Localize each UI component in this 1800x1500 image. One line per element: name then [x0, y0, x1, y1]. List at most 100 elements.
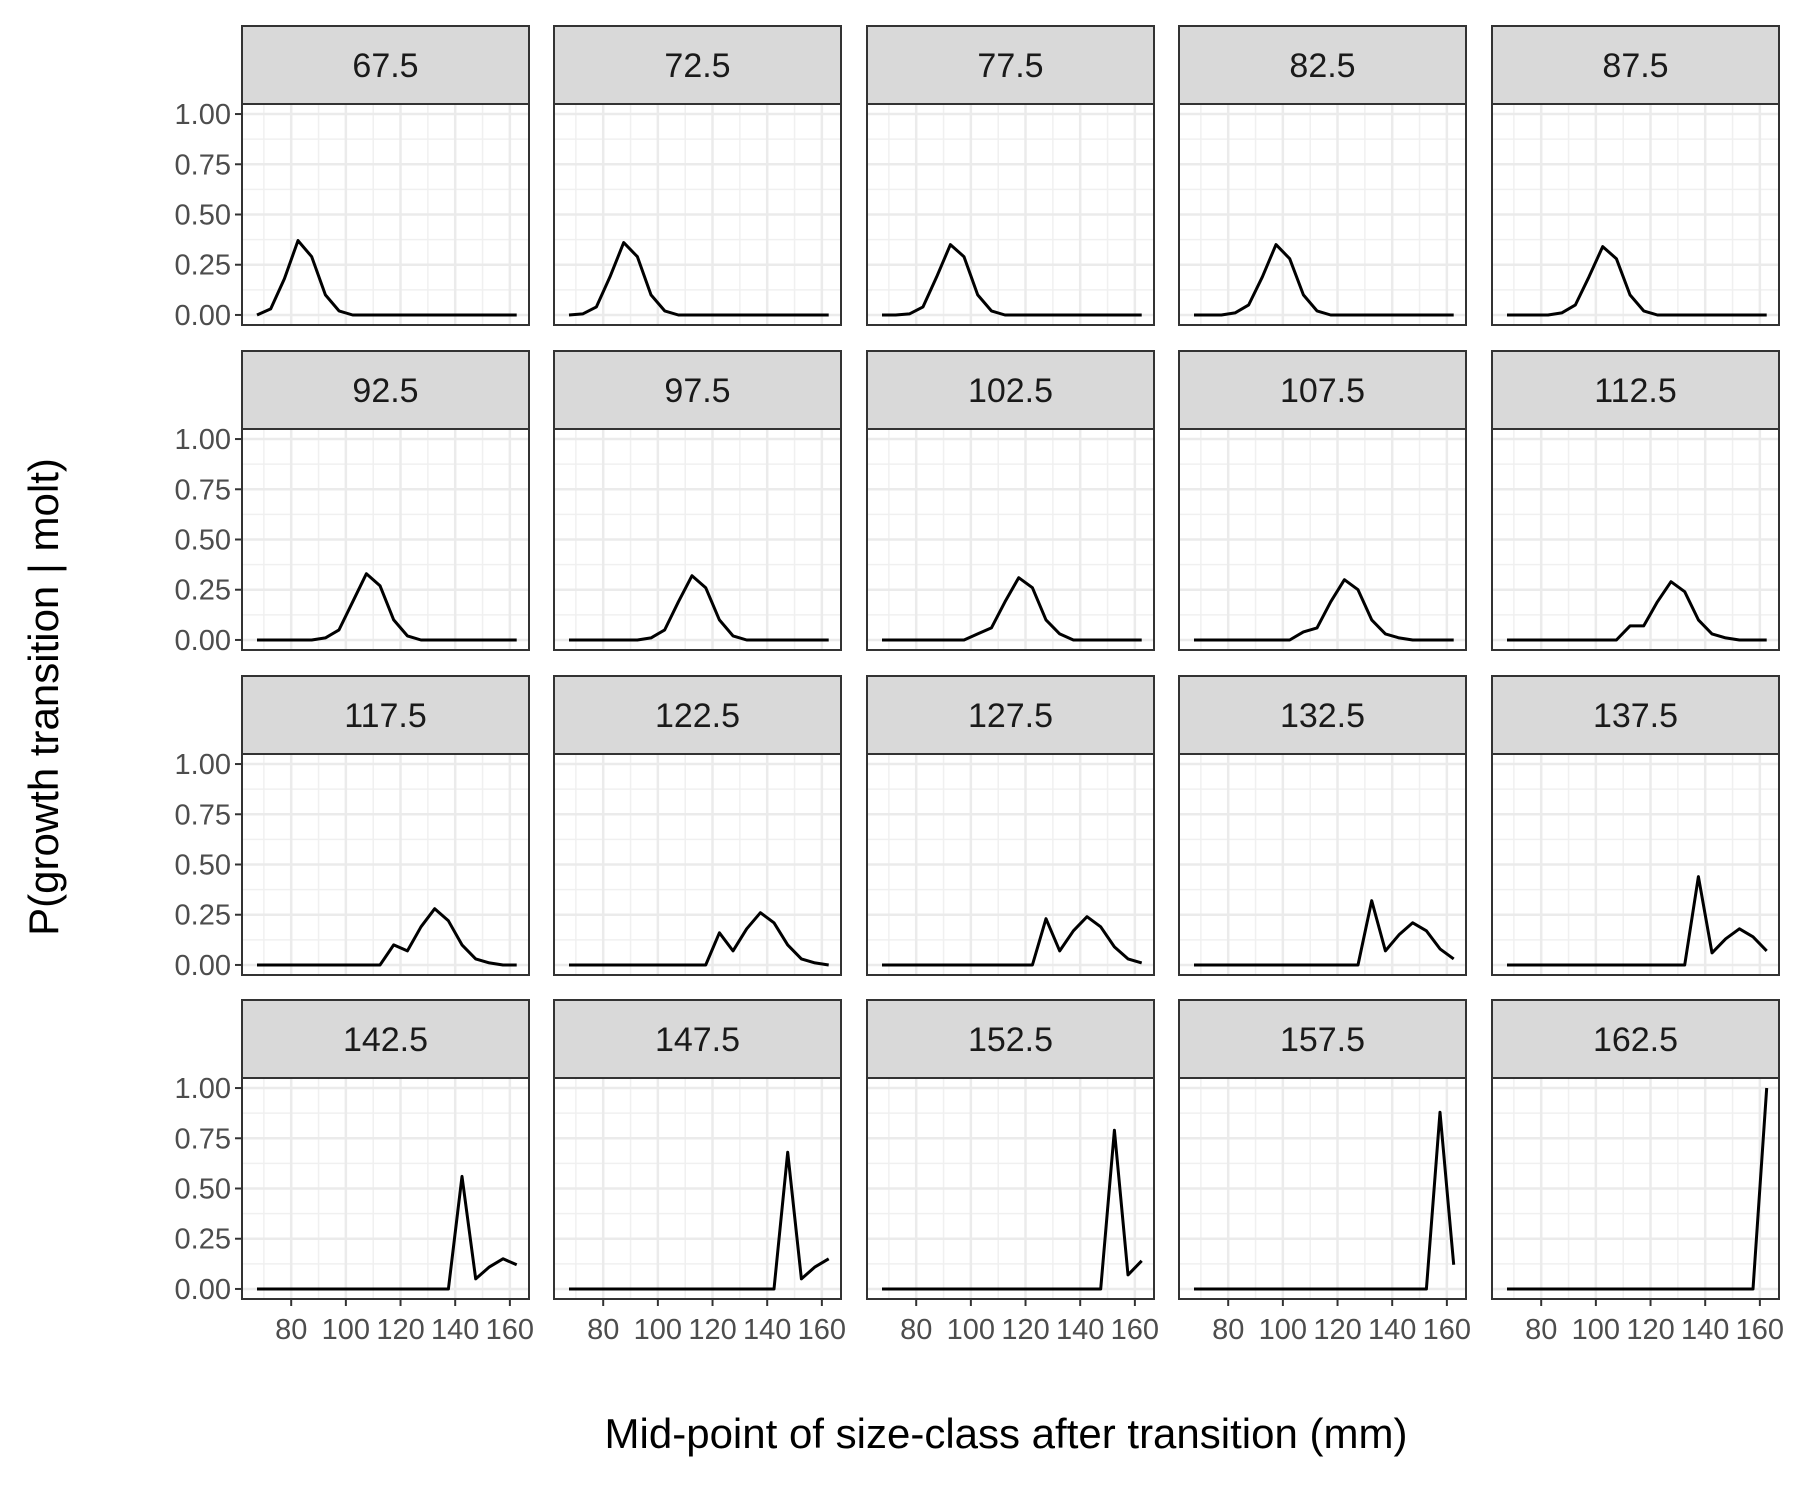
x-tick-label: 160 — [1736, 1314, 1784, 1346]
facet-panel: 87.5 — [1491, 25, 1780, 326]
facet-strip-label: 147.5 — [655, 1021, 740, 1059]
panel-border — [866, 753, 1155, 976]
y-tick-label: 0.75 — [175, 799, 231, 831]
series-line — [1194, 899, 1455, 967]
series-line — [256, 239, 517, 317]
facet-panel: 162.5 80 100 120 140 160 — [1491, 999, 1784, 1346]
panel-border — [1178, 1077, 1467, 1300]
series-line — [1194, 1110, 1456, 1291]
x-tick-label: 120 — [1626, 1314, 1674, 1346]
series-line — [257, 907, 517, 967]
x-tick-label: 80 — [1212, 1314, 1244, 1346]
series-line — [1507, 580, 1767, 642]
panel-border — [866, 428, 1155, 651]
panel-border — [1178, 103, 1467, 326]
series-line — [569, 911, 829, 967]
series-line — [882, 243, 1142, 317]
facet-strip — [1178, 25, 1467, 105]
y-tick-label: 0.00 — [175, 625, 231, 657]
facet-panels: 67.5 0.00 0.25 0.50 0.75 1.00 72.5 77.5 82.5 87.5… — [175, 25, 1784, 1346]
facet-panel: 107.5 — [1178, 350, 1467, 651]
x-tick-label: 120 — [1001, 1314, 1049, 1346]
panel-border — [1491, 753, 1780, 976]
panel-border — [1491, 428, 1780, 651]
series-line — [257, 1174, 518, 1291]
facet-strip — [553, 675, 842, 755]
y-axis-title: P(growth transition | molt) — [20, 458, 67, 936]
x-tick-label: 80 — [900, 1314, 932, 1346]
y-tick-label: 0.00 — [175, 1274, 231, 1306]
y-tick-label: 0.00 — [175, 300, 231, 332]
facet-strip-label: 157.5 — [1280, 1021, 1365, 1059]
panel-border — [1491, 1077, 1780, 1300]
facet-panel: 152.5 80 100 120 140 160 — [866, 999, 1159, 1346]
x-tick-label: 140 — [1056, 1314, 1104, 1346]
facet-panel: 122.5 — [553, 675, 842, 976]
x-tick-label: 120 — [376, 1314, 424, 1346]
facet-strip-label: 72.5 — [664, 47, 730, 85]
facet-strip — [553, 999, 842, 1079]
y-tick-label: 0.25 — [175, 1224, 231, 1256]
facet-panel: 82.5 — [1178, 25, 1467, 326]
y-tick-label: 0.50 — [175, 525, 231, 557]
panel-border — [1178, 753, 1467, 976]
facet-strip — [553, 350, 842, 430]
y-tick-label: 0.00 — [175, 950, 231, 982]
y-tick-label: 1.00 — [175, 1073, 231, 1105]
x-tick-label: 140 — [1368, 1314, 1416, 1346]
x-tick-label: 120 — [688, 1314, 736, 1346]
y-tick-label: 0.25 — [175, 900, 231, 932]
facet-strip-label: 127.5 — [968, 697, 1053, 735]
facet-strip-label: 67.5 — [352, 47, 418, 85]
facet-panel: 127.5 — [866, 675, 1155, 976]
series-line — [1507, 875, 1768, 967]
x-tick-label: 100 — [322, 1314, 370, 1346]
x-tick-label: 120 — [1313, 1314, 1361, 1346]
facet-strip-label: 97.5 — [664, 372, 730, 410]
facet-strip — [1178, 350, 1467, 430]
facet-strip-label: 92.5 — [352, 372, 418, 410]
facet-strip-label: 142.5 — [343, 1021, 428, 1059]
facet-strip-label: 82.5 — [1289, 47, 1355, 85]
panel-border — [1491, 103, 1780, 326]
x-axis-title: Mid-point of size-class after transition… — [605, 1410, 1408, 1457]
y-tick-label: 0.75 — [175, 1123, 231, 1155]
panel-border — [866, 103, 1155, 326]
facet-panel: 132.5 — [1178, 675, 1467, 976]
series-line — [568, 241, 829, 317]
y-tick-label: 1.00 — [175, 99, 231, 131]
facet-strip — [1491, 350, 1780, 430]
x-tick-label: 160 — [1111, 1314, 1159, 1346]
facet-strip-label: 87.5 — [1602, 47, 1668, 85]
facet-strip — [1178, 675, 1467, 755]
facet-panel: 142.5 0.00 0.25 0.50 0.75 1.00 80 100 120 140 160 — [175, 999, 534, 1346]
panel-border — [553, 428, 842, 651]
facet-strip — [866, 675, 1155, 755]
x-tick-label: 140 — [431, 1314, 479, 1346]
facet-strip-label: 112.5 — [1594, 372, 1677, 410]
x-tick-label: 80 — [275, 1314, 307, 1346]
facet-strip-label: 162.5 — [1593, 1021, 1678, 1059]
x-tick-label: 100 — [1572, 1314, 1620, 1346]
series-line — [1194, 578, 1454, 642]
facet-panel: 92.5 0.00 0.25 0.50 0.75 1.00 — [175, 350, 530, 657]
y-tick-label: 1.00 — [175, 749, 231, 781]
x-tick-label: 160 — [798, 1314, 846, 1346]
y-tick-label: 0.75 — [175, 149, 231, 181]
facet-strip-label: 117.5 — [344, 697, 427, 735]
facet-strip — [241, 350, 530, 430]
y-tick-label: 0.75 — [175, 474, 231, 506]
panel-border — [1178, 428, 1467, 651]
x-tick-label: 80 — [1525, 1314, 1557, 1346]
facet-panel: 67.5 0.00 0.25 0.50 0.75 1.00 — [175, 25, 530, 332]
facet-strip-label: 107.5 — [1280, 372, 1365, 410]
facet-strip — [241, 25, 530, 105]
series-line — [1507, 245, 1767, 317]
series-line — [257, 572, 517, 642]
x-tick-label: 80 — [587, 1314, 619, 1346]
y-tick-label: 0.25 — [175, 575, 231, 607]
panel-border — [553, 1077, 842, 1300]
series-line — [882, 576, 1142, 642]
facet-strip-label: 77.5 — [977, 47, 1043, 85]
